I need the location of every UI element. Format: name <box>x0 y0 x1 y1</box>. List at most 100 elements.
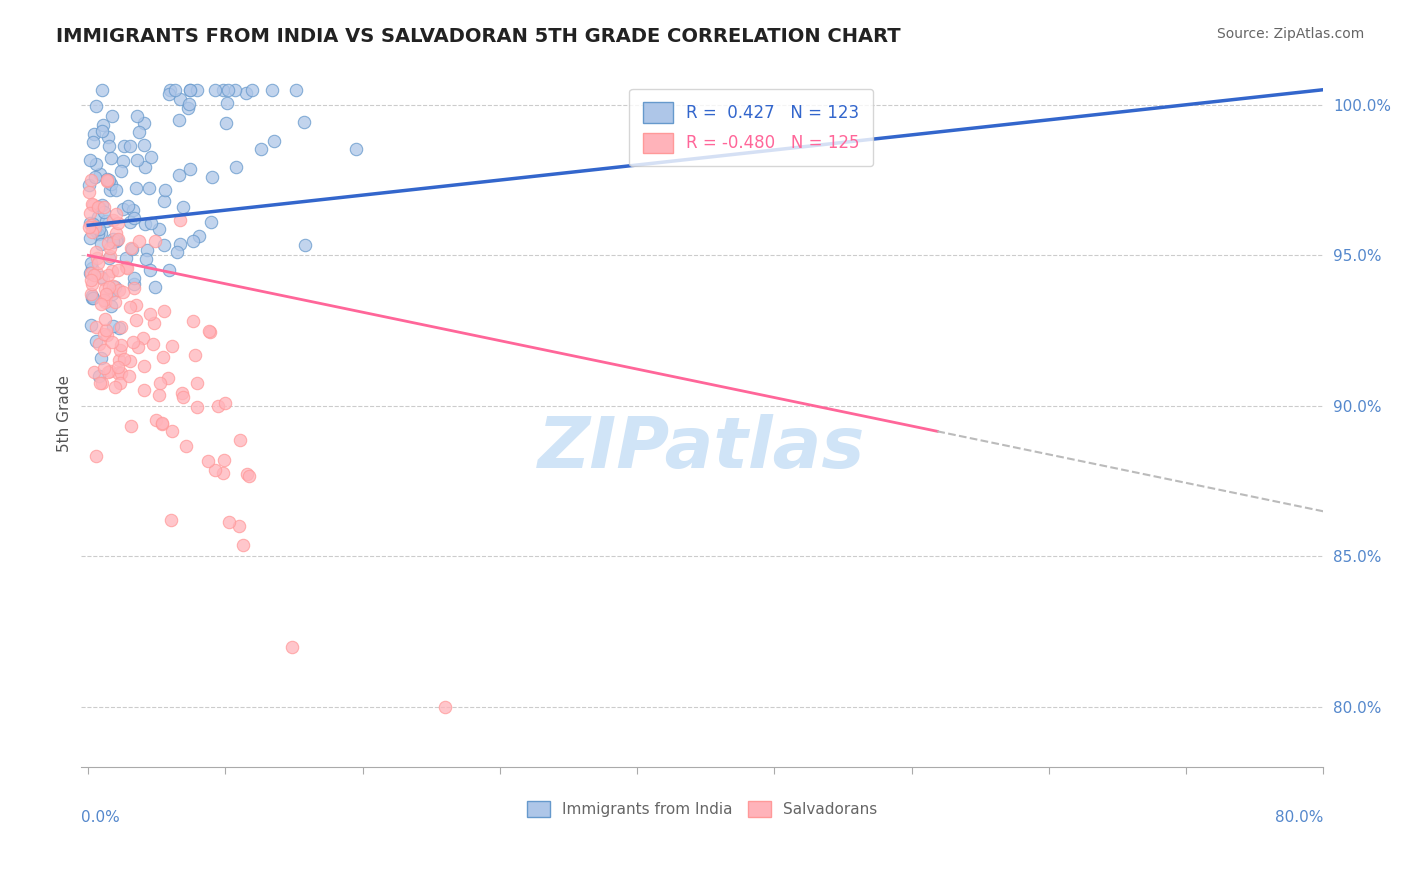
Point <box>96 174 118 188</box>
Point <box>201 170 224 185</box>
Point <box>145 413 167 427</box>
Point <box>179 161 201 176</box>
Point <box>100 285 122 299</box>
Point <box>235 86 257 100</box>
Point <box>153 303 176 318</box>
Point <box>166 245 188 260</box>
Point <box>224 83 246 97</box>
Point <box>101 235 124 249</box>
Point <box>128 234 150 248</box>
Point <box>82 198 104 212</box>
Point <box>93 205 115 219</box>
Point <box>86 252 108 266</box>
Point <box>160 513 183 527</box>
Point <box>82 291 104 305</box>
Point <box>104 280 127 294</box>
Point <box>225 160 247 174</box>
Point <box>172 390 194 404</box>
Point <box>122 211 145 226</box>
Point <box>172 200 194 214</box>
Point <box>120 353 142 368</box>
Point <box>79 153 101 168</box>
Point <box>114 251 136 265</box>
Point <box>156 370 179 384</box>
Point <box>139 150 162 164</box>
Point <box>94 289 117 303</box>
Point <box>77 178 100 192</box>
Text: ZIPatlas: ZIPatlas <box>538 414 866 483</box>
Point <box>433 700 456 714</box>
Point <box>82 288 104 302</box>
Point <box>117 369 139 384</box>
Text: Source: ZipAtlas.com: Source: ZipAtlas.com <box>1216 27 1364 41</box>
Point <box>107 366 129 380</box>
Point <box>96 327 118 342</box>
Point <box>110 337 132 351</box>
Point <box>97 268 120 282</box>
Point <box>91 198 114 212</box>
Point <box>135 243 157 257</box>
Point <box>89 376 111 390</box>
Point <box>89 167 111 181</box>
Point <box>107 216 129 230</box>
Point <box>82 217 104 231</box>
Point <box>127 153 149 168</box>
Point <box>112 139 135 153</box>
Point <box>86 266 108 280</box>
Point <box>143 316 166 330</box>
Point <box>121 335 143 350</box>
Point <box>80 256 103 270</box>
Point <box>125 313 148 327</box>
Point <box>122 271 145 285</box>
Point <box>77 219 100 234</box>
Point <box>138 181 160 195</box>
Point <box>132 137 155 152</box>
Point <box>90 351 112 365</box>
Point <box>105 233 128 247</box>
Point <box>177 101 200 115</box>
Point <box>101 232 124 246</box>
Point <box>186 400 208 414</box>
Point <box>167 168 190 182</box>
Point <box>217 96 239 111</box>
Point <box>120 241 142 255</box>
Point <box>83 268 105 283</box>
Point <box>90 270 112 285</box>
Text: 80.0%: 80.0% <box>1275 810 1323 825</box>
Point <box>229 433 252 447</box>
Point <box>285 83 308 97</box>
Point <box>107 232 129 246</box>
Point <box>121 203 143 218</box>
Point <box>105 234 128 248</box>
Point <box>135 252 157 267</box>
Point <box>94 311 117 326</box>
Point <box>204 83 226 97</box>
Point <box>101 278 124 293</box>
Point <box>90 297 112 311</box>
Point <box>108 284 131 298</box>
Point <box>152 417 174 432</box>
Point <box>179 83 201 97</box>
Point <box>79 231 101 245</box>
Point <box>139 216 162 230</box>
Point <box>100 287 122 301</box>
Point <box>122 281 145 295</box>
Point <box>232 538 254 552</box>
Point <box>157 263 180 277</box>
Point <box>80 260 103 275</box>
Point <box>121 242 143 256</box>
Point <box>170 385 193 400</box>
Point <box>120 301 142 315</box>
Point <box>83 223 105 237</box>
Point <box>186 83 208 97</box>
Point <box>110 163 132 178</box>
Point <box>134 217 156 231</box>
Point <box>101 319 124 334</box>
Point <box>94 287 117 301</box>
Point <box>294 237 316 252</box>
Point <box>120 138 142 153</box>
Legend: Immigrants from India, Salvadorans: Immigrants from India, Salvadorans <box>520 795 883 823</box>
Point <box>211 467 233 481</box>
Point <box>93 295 115 310</box>
Point <box>132 331 155 345</box>
